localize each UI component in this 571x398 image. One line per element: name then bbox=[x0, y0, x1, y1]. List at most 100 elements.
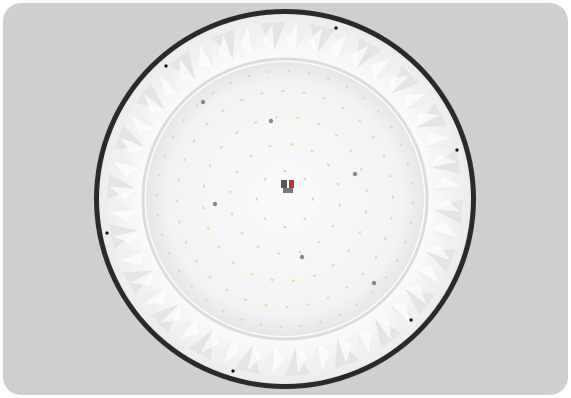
led bbox=[256, 197, 258, 201]
led bbox=[303, 217, 307, 221]
facet bbox=[356, 37, 382, 68]
facet bbox=[316, 344, 331, 371]
inner-edge bbox=[141, 57, 429, 341]
facet bbox=[144, 288, 165, 304]
screw bbox=[371, 280, 377, 286]
led bbox=[403, 240, 407, 245]
led bbox=[178, 220, 181, 224]
facet bbox=[109, 186, 136, 199]
rim-dot bbox=[409, 318, 413, 322]
led bbox=[316, 122, 321, 126]
led bbox=[349, 148, 353, 153]
facet bbox=[218, 34, 233, 60]
facet bbox=[416, 270, 447, 295]
led bbox=[360, 167, 364, 172]
led bbox=[221, 309, 226, 313]
led bbox=[208, 275, 212, 279]
facet bbox=[425, 132, 450, 147]
led bbox=[175, 199, 179, 203]
facet bbox=[425, 243, 450, 261]
led bbox=[163, 153, 167, 158]
led bbox=[229, 190, 232, 195]
facet bbox=[168, 318, 196, 348]
facet bbox=[285, 21, 311, 51]
led bbox=[205, 122, 209, 126]
led bbox=[409, 221, 412, 225]
led bbox=[303, 177, 307, 181]
led bbox=[194, 258, 199, 263]
led bbox=[302, 91, 306, 94]
facet bbox=[391, 304, 420, 333]
led bbox=[221, 108, 226, 113]
led bbox=[358, 119, 362, 123]
led bbox=[310, 149, 314, 153]
led bbox=[364, 210, 368, 214]
led bbox=[306, 303, 310, 306]
led bbox=[256, 245, 260, 249]
led bbox=[268, 144, 272, 148]
facet bbox=[247, 344, 263, 371]
led bbox=[389, 174, 392, 178]
facet bbox=[356, 330, 372, 353]
led bbox=[344, 285, 349, 290]
led bbox=[260, 92, 264, 95]
facet bbox=[425, 248, 456, 273]
led bbox=[307, 72, 311, 75]
led bbox=[361, 96, 366, 100]
led bbox=[411, 201, 414, 205]
led bbox=[406, 161, 410, 166]
led bbox=[156, 193, 159, 197]
led bbox=[217, 245, 221, 250]
led bbox=[184, 240, 188, 245]
facet bbox=[405, 94, 426, 110]
led bbox=[337, 313, 342, 317]
facet bbox=[337, 338, 352, 364]
led bbox=[285, 305, 289, 309]
led bbox=[296, 116, 300, 120]
led bbox=[287, 70, 291, 73]
screw bbox=[352, 171, 358, 177]
led bbox=[249, 272, 254, 276]
led bbox=[230, 212, 234, 216]
facet bbox=[371, 58, 391, 80]
led bbox=[317, 240, 321, 244]
led bbox=[274, 116, 278, 119]
led bbox=[370, 290, 375, 295]
led bbox=[235, 170, 239, 174]
facet bbox=[120, 137, 145, 155]
facet bbox=[160, 304, 181, 323]
led bbox=[361, 272, 365, 276]
led bbox=[253, 120, 258, 124]
facet bbox=[389, 75, 410, 94]
led bbox=[384, 275, 388, 280]
led bbox=[326, 77, 331, 81]
facet bbox=[374, 50, 402, 80]
rim-dots bbox=[105, 26, 459, 373]
led bbox=[276, 252, 281, 255]
led bbox=[355, 303, 359, 307]
facet bbox=[295, 347, 308, 374]
led bbox=[410, 181, 414, 185]
facet bbox=[130, 270, 154, 286]
led bbox=[281, 89, 285, 93]
facet bbox=[374, 318, 391, 340]
screw bbox=[268, 118, 274, 124]
led bbox=[289, 143, 294, 146]
facet bbox=[434, 176, 461, 189]
facet bbox=[120, 251, 145, 266]
led bbox=[270, 278, 274, 282]
facet bbox=[431, 154, 457, 168]
led bbox=[322, 96, 327, 100]
screw bbox=[200, 99, 206, 105]
facet bbox=[150, 65, 179, 94]
led bbox=[344, 85, 349, 89]
led bbox=[239, 98, 244, 102]
facet bbox=[135, 83, 165, 110]
facet bbox=[160, 75, 179, 95]
led bbox=[399, 142, 403, 147]
led bbox=[395, 258, 399, 263]
facet bbox=[114, 125, 145, 150]
rim-dot bbox=[455, 148, 459, 152]
facet bbox=[405, 285, 426, 304]
